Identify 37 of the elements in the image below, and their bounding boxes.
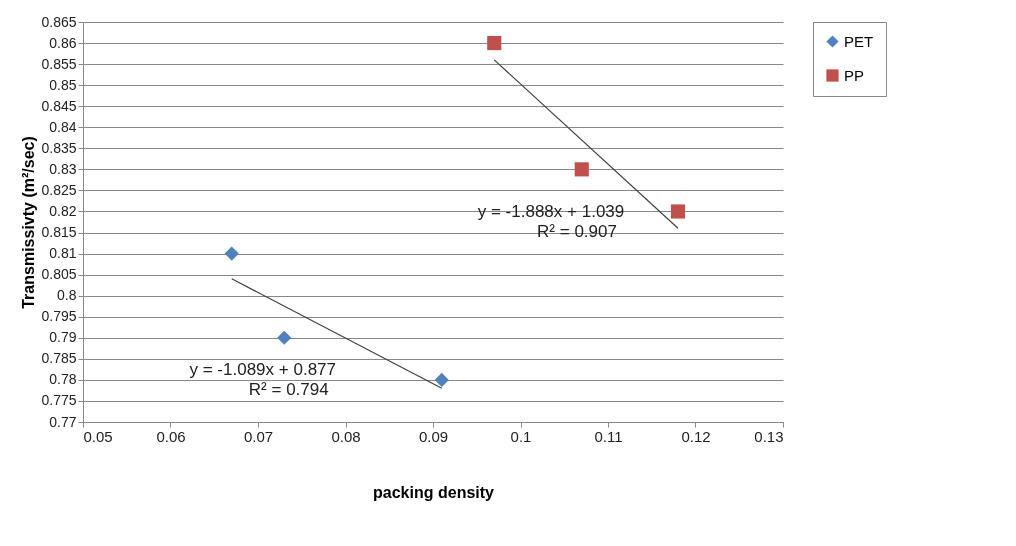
y-tick-label: 0.825 xyxy=(41,181,77,198)
legend-label: PET xyxy=(844,32,874,50)
y-tick-label: 0.845 xyxy=(41,97,77,114)
y-tick-label: 0.835 xyxy=(41,139,77,156)
y-tick-label: 0.82 xyxy=(49,202,77,219)
x-tick-label: 0.13 xyxy=(754,427,784,445)
x-tick-label: 0.12 xyxy=(681,427,711,445)
x-tick-label: 0.11 xyxy=(594,427,623,445)
y-tick-label: 0.77 xyxy=(49,413,77,430)
y-tick-label: 0.81 xyxy=(49,245,77,262)
x-axis-title: packing density xyxy=(373,483,495,501)
y-tick-label: 0.83 xyxy=(49,160,77,177)
annotation: y = -1.888x + 1.039 xyxy=(477,202,625,222)
x-tick-label: 0.08 xyxy=(331,427,361,445)
legend-label: PP xyxy=(844,66,865,84)
y-tick-label: 0.775 xyxy=(41,392,77,409)
y-tick-label: 0.815 xyxy=(41,224,77,241)
x-tick-label: 0.05 xyxy=(83,427,113,445)
x-tick-label: 0.06 xyxy=(156,427,186,445)
x-tick-label: 0.09 xyxy=(418,427,449,445)
y-tick-label: 0.855 xyxy=(41,55,77,72)
y-tick-label: 0.8 xyxy=(57,287,77,304)
y-axis-title: Transmissivty (m²/sec) xyxy=(20,136,38,309)
x-tick-label: 0.1 xyxy=(510,427,532,445)
y-tick-label: 0.805 xyxy=(41,266,77,283)
y-tick-label: 0.86 xyxy=(49,34,77,51)
annotation: y = -1.089x + 0.877 xyxy=(189,360,336,380)
y-tick-label: 0.85 xyxy=(49,76,77,93)
annotation: R² = 0.794 xyxy=(248,380,329,400)
y-tick-label: 0.78 xyxy=(49,371,77,388)
y-tick-label: 0.795 xyxy=(41,308,77,325)
y-tick-label: 0.79 xyxy=(49,329,77,346)
x-tick-label: 0.07 xyxy=(243,427,274,445)
annotation: R² = 0.907 xyxy=(537,222,617,242)
y-tick-label: 0.84 xyxy=(49,118,77,135)
y-tick-label: 0.865 xyxy=(41,13,77,30)
y-tick-label: 0.785 xyxy=(41,350,77,367)
